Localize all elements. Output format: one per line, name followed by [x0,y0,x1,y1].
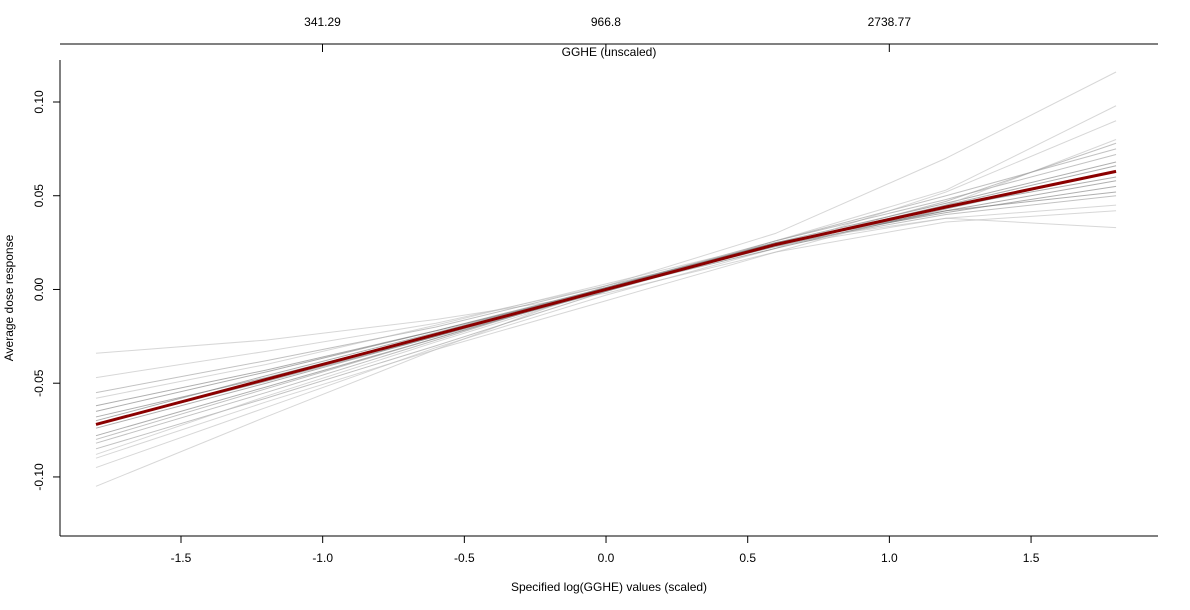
draw-line [95,139,1117,459]
y-axis-title: Average dose response [2,234,16,361]
draw-line [95,176,1117,429]
x-tick-label: 1.0 [881,551,898,565]
y-tick-label: 0.10 [32,90,46,114]
draw-line [95,210,1117,354]
top-axis-title: GGHE (unscaled) [562,45,657,59]
draw-line [95,195,1117,394]
top-tick-label: 2738.77 [868,15,912,29]
y-tick-label: 0.05 [32,184,46,208]
x-tick-label: -1.5 [171,551,192,565]
draw-line [95,120,1117,469]
x-tick-label: -0.5 [454,551,475,565]
draw-line [95,191,1117,425]
y-tick-label: -0.10 [32,463,46,491]
x-tick-label: 1.5 [1023,551,1040,565]
y-tick-label: -0.05 [32,369,46,397]
x-tick-label: 0.0 [598,551,615,565]
draw-line [95,71,1117,487]
x-axis-title: Specified log(GGHE) values (scaled) [511,580,707,594]
mean-line [95,169,1117,426]
draw-line [95,154,1117,444]
draw-line [95,105,1117,455]
x-tick-label: -1.0 [312,551,333,565]
draw-line [95,180,1117,412]
top-tick-label: 341.29 [304,15,341,29]
draw-line [95,148,1117,450]
top-tick-label: 966.8 [591,15,621,29]
y-tick-label: 0.00 [32,277,46,301]
draw-line [95,217,1117,399]
x-tick-label: 0.5 [739,551,756,565]
